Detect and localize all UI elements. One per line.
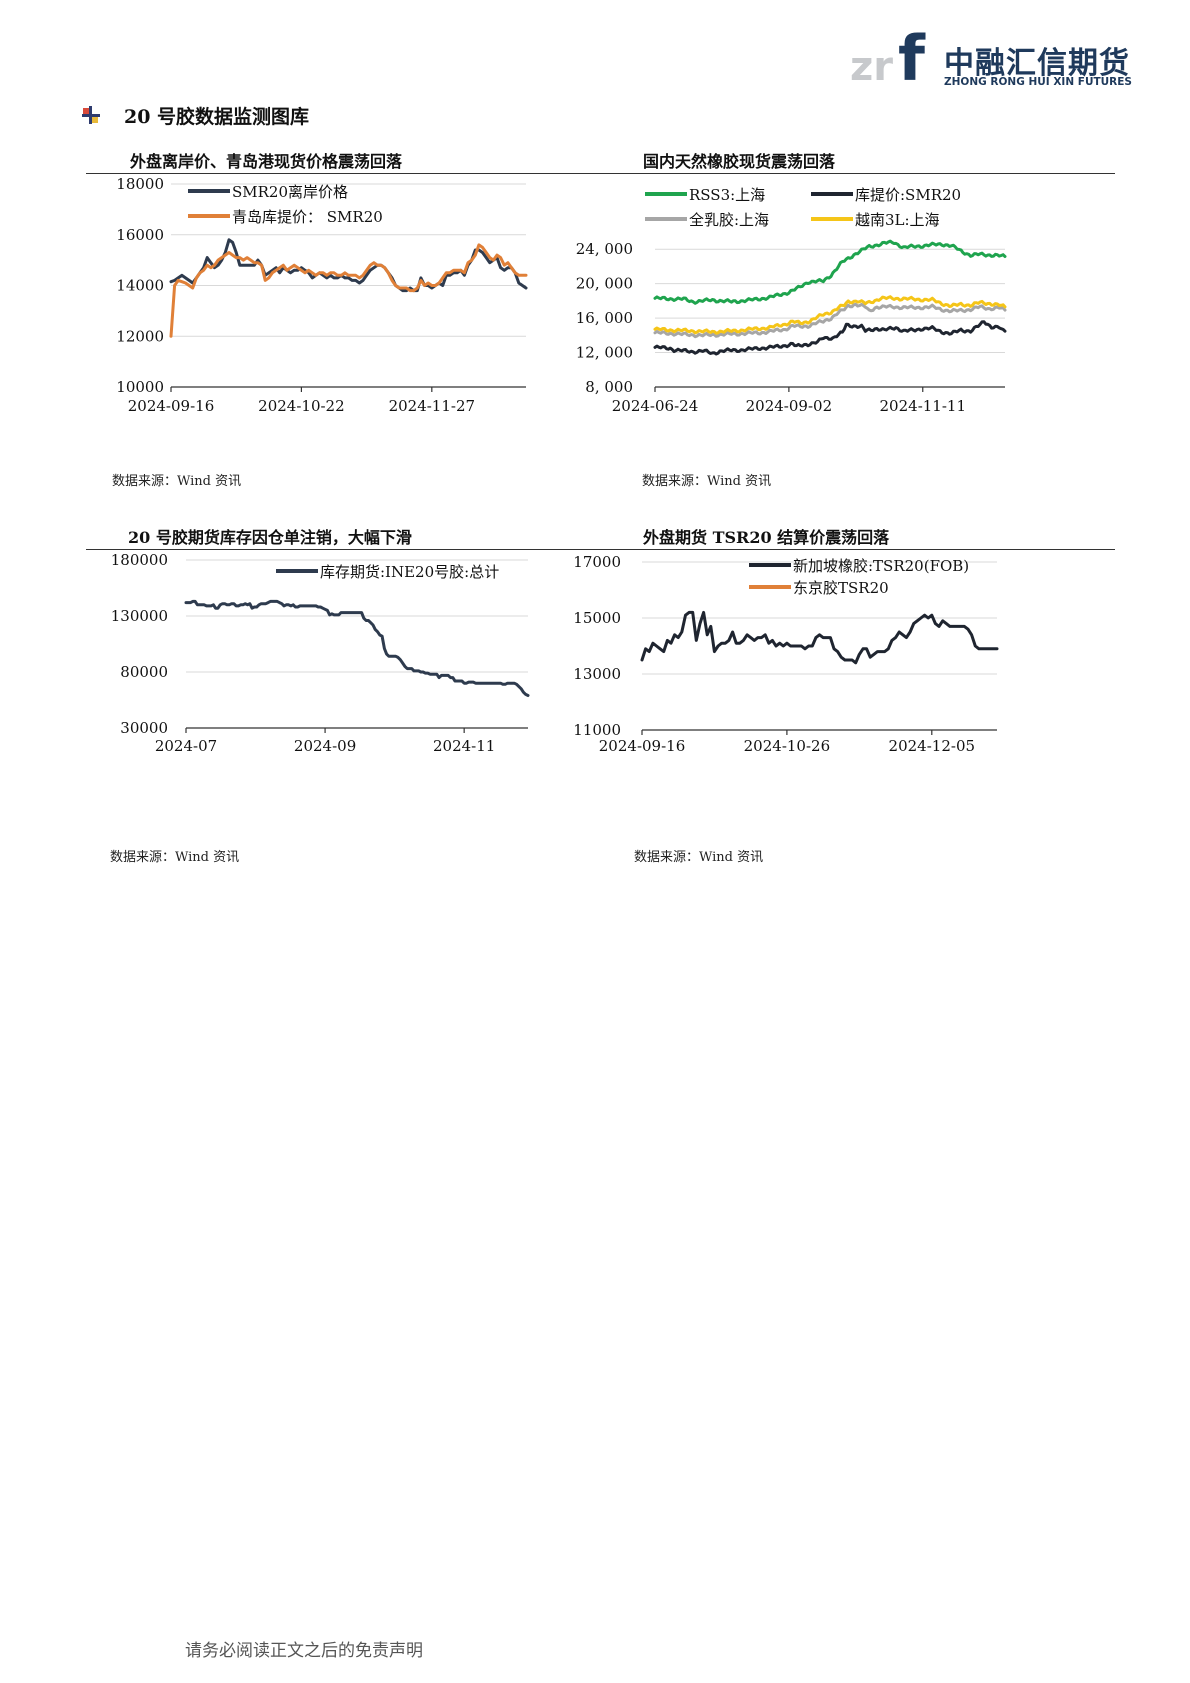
- x-tick-label: 2024-09-16: [599, 737, 685, 755]
- x-tick-label: 2024-09-16: [128, 397, 214, 415]
- series-line-1: [653, 239, 1007, 305]
- legend-label: 越南3L:上海: [855, 211, 940, 229]
- panel-2-source: 数据来源：Wind 资讯: [642, 474, 772, 489]
- legend-label: 新加坡橡胶:TSR20(FOB): [793, 557, 969, 575]
- x-tick-label: 2024-10-26: [744, 737, 830, 755]
- y-tick-label: 10000: [116, 378, 164, 396]
- section-bullet-icon: [82, 106, 100, 124]
- x-tick-label: 2024-11-27: [389, 397, 475, 415]
- legend-label: SMR20离岸价格: [232, 183, 348, 201]
- brand-logo: zr f 中融汇信期货 ZHONG RONG HUI XIN FUTURES: [850, 26, 1132, 92]
- y-tick-label: 24, 000: [576, 240, 633, 258]
- legend-label: 东京胶TSR20: [793, 579, 889, 597]
- panel-1-rule: [86, 173, 601, 174]
- legend-label: 库提价:SMR20: [855, 186, 961, 204]
- series-line-3: [653, 302, 1007, 339]
- y-tick-label: 30000: [120, 719, 168, 737]
- x-tick-label: 2024-12-05: [889, 737, 975, 755]
- panel-4-source: 数据来源：Wind 资讯: [634, 850, 764, 865]
- panel-4-title: 外盘期货 TSR20 结算价震荡回落: [643, 528, 890, 547]
- x-tick-label: 2024-10-22: [258, 397, 344, 415]
- y-tick-label: 18000: [116, 175, 164, 193]
- svg-text:zr: zr: [850, 44, 893, 88]
- chart-4-tsr20-settlement: 11000 13000 15000 17000 2024-09-16 2024-10-26…: [573, 553, 999, 755]
- panel-2-rule: [601, 173, 1115, 174]
- series-line-1: [169, 238, 528, 293]
- y-tick-label: 11000: [573, 721, 621, 739]
- x-tick-label: 2024-11-11: [880, 397, 966, 415]
- x-tick-label: 2024-07: [155, 737, 217, 755]
- y-tick-label: 80000: [120, 663, 168, 681]
- panel-4-rule: [601, 549, 1115, 550]
- chart-3-ine-inventory: 30000 80000 130000 180000 2024-07 2024-09 2024…: [111, 551, 530, 755]
- series-line-2: [169, 243, 528, 338]
- x-tick-label: 2024-09-02: [746, 397, 832, 415]
- panel-1-title: 外盘离岸价、青岛港现货价格震荡回落: [130, 152, 403, 171]
- section-title: 20 号胶数据监测图库: [124, 105, 310, 128]
- brand-name-en: ZHONG RONG HUI XIN FUTURES: [944, 76, 1132, 88]
- y-tick-label: 16, 000: [576, 309, 633, 327]
- y-tick-label: 14000: [116, 277, 164, 295]
- y-tick-label: 13000: [573, 665, 621, 683]
- series-line-4: [653, 295, 1007, 335]
- y-tick-label: 16000: [116, 226, 164, 244]
- series-line-1: [640, 610, 999, 665]
- svg-text:f: f: [898, 26, 926, 88]
- legend-label: RSS3:上海: [689, 186, 765, 204]
- y-tick-label: 8, 000: [585, 378, 633, 396]
- section-heading: 20 号胶数据监测图库: [80, 100, 309, 130]
- disclaimer-footer: 请务必阅读正文之后的免责声明: [185, 1641, 423, 1661]
- panel-2-title: 国内天然橡胶现货震荡回落: [643, 152, 836, 171]
- y-tick-label: 15000: [573, 609, 621, 627]
- panel-1-source: 数据来源：Wind 资讯: [112, 474, 242, 489]
- y-tick-label: 12000: [116, 327, 164, 345]
- legend-label: 库存期货:INE20号胶:总计: [320, 563, 499, 581]
- chart-2-domestic-spot: 8, 000 12, 000 16, 000 20, 000 24, 000 2024-0…: [576, 186, 1007, 415]
- legend-label: 全乳胶:上海: [689, 211, 769, 229]
- panel-3-source: 数据来源：Wind 资讯: [110, 850, 240, 865]
- series-line-1: [184, 599, 530, 697]
- x-tick-label: 2024-09: [294, 737, 356, 755]
- y-tick-label: 130000: [111, 607, 168, 625]
- x-tick-label: 2024-06-24: [612, 397, 698, 415]
- chart-1-offshore-vs-qingdao: 10000 12000 14000 16000 18000 2024-09-16 2024-…: [116, 175, 528, 415]
- panel-3-title: 20 号胶期货库存因仓单注销，大幅下滑: [128, 528, 412, 547]
- znf-logo-icon: zr f: [850, 26, 926, 88]
- legend-label: 青岛库提价： SMR20: [232, 208, 383, 226]
- brand-name-cn: 中融汇信期货: [944, 46, 1130, 81]
- y-tick-label: 20, 000: [576, 275, 633, 293]
- y-tick-label: 17000: [573, 553, 621, 571]
- panel-3-rule: [86, 549, 601, 550]
- x-tick-label: 2024-11: [433, 737, 495, 755]
- y-tick-label: 180000: [111, 551, 168, 569]
- y-tick-label: 12, 000: [576, 344, 633, 362]
- series-line-2: [653, 320, 1007, 356]
